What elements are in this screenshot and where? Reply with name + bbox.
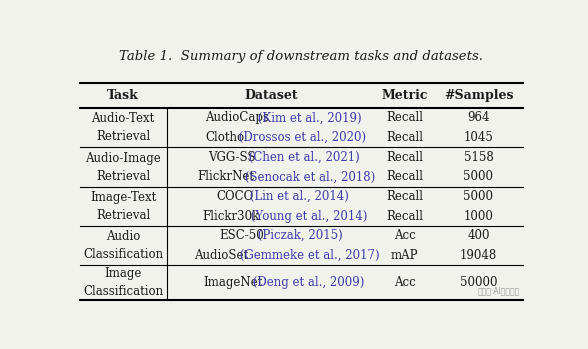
Text: Dataset: Dataset — [244, 89, 298, 102]
Text: 19048: 19048 — [460, 249, 497, 262]
Text: Audio
Classification: Audio Classification — [83, 230, 163, 261]
Text: (Deng et al., 2009): (Deng et al., 2009) — [249, 276, 365, 289]
Text: (Lin et al., 2014): (Lin et al., 2014) — [246, 190, 349, 203]
Text: Task: Task — [107, 89, 139, 102]
Text: Acc: Acc — [394, 229, 416, 242]
Text: VGG-SS: VGG-SS — [208, 151, 256, 164]
Text: Recall: Recall — [386, 131, 423, 144]
Text: Audio-Image
Retrieval: Audio-Image Retrieval — [85, 151, 161, 183]
Text: (Senocak et al., 2018): (Senocak et al., 2018) — [241, 170, 376, 183]
Text: Table 1.  Summary of downstream tasks and datasets.: Table 1. Summary of downstream tasks and… — [119, 50, 483, 63]
Text: (Gemmeke et al., 2017): (Gemmeke et al., 2017) — [236, 249, 380, 262]
Text: (Piczak, 2015): (Piczak, 2015) — [254, 229, 343, 242]
Text: 5000: 5000 — [463, 190, 493, 203]
Text: (Drossos et al., 2020): (Drossos et al., 2020) — [235, 131, 366, 144]
Text: Audio-Text
Retrieval: Audio-Text Retrieval — [92, 112, 155, 143]
Text: 50000: 50000 — [460, 276, 497, 289]
Text: ImageNet: ImageNet — [203, 276, 263, 289]
Text: ESC-50: ESC-50 — [219, 229, 264, 242]
Text: Recall: Recall — [386, 151, 423, 164]
Text: mAP: mAP — [391, 249, 419, 262]
Text: Recall: Recall — [386, 170, 423, 183]
Text: Acc: Acc — [394, 276, 416, 289]
Text: 400: 400 — [467, 229, 490, 242]
Text: FlickrNet: FlickrNet — [197, 170, 254, 183]
Text: 964: 964 — [467, 111, 490, 124]
Text: Image-Text
Retrieval: Image-Text Retrieval — [90, 191, 156, 222]
Text: Recall: Recall — [386, 111, 423, 124]
Text: 5000: 5000 — [463, 170, 493, 183]
Text: #Samples: #Samples — [444, 89, 513, 102]
Text: 1045: 1045 — [463, 131, 493, 144]
Text: Clotho: Clotho — [205, 131, 244, 144]
Text: (Young et al., 2014): (Young et al., 2014) — [246, 210, 367, 223]
Text: AudioCaps: AudioCaps — [205, 111, 269, 124]
Text: 公众号·AI论文解读: 公众号·AI论文解读 — [477, 286, 520, 295]
Text: Recall: Recall — [386, 210, 423, 223]
Text: COCO: COCO — [217, 190, 254, 203]
Text: Recall: Recall — [386, 190, 423, 203]
Text: Flickr30k: Flickr30k — [202, 210, 259, 223]
Text: Metric: Metric — [382, 89, 428, 102]
Text: Image
Classification: Image Classification — [83, 267, 163, 298]
Text: AudioSet: AudioSet — [195, 249, 249, 262]
Text: (Kim et al., 2019): (Kim et al., 2019) — [254, 111, 362, 124]
Text: 5158: 5158 — [463, 151, 493, 164]
Text: (Chen et al., 2021): (Chen et al., 2021) — [245, 151, 360, 164]
Text: 1000: 1000 — [463, 210, 493, 223]
